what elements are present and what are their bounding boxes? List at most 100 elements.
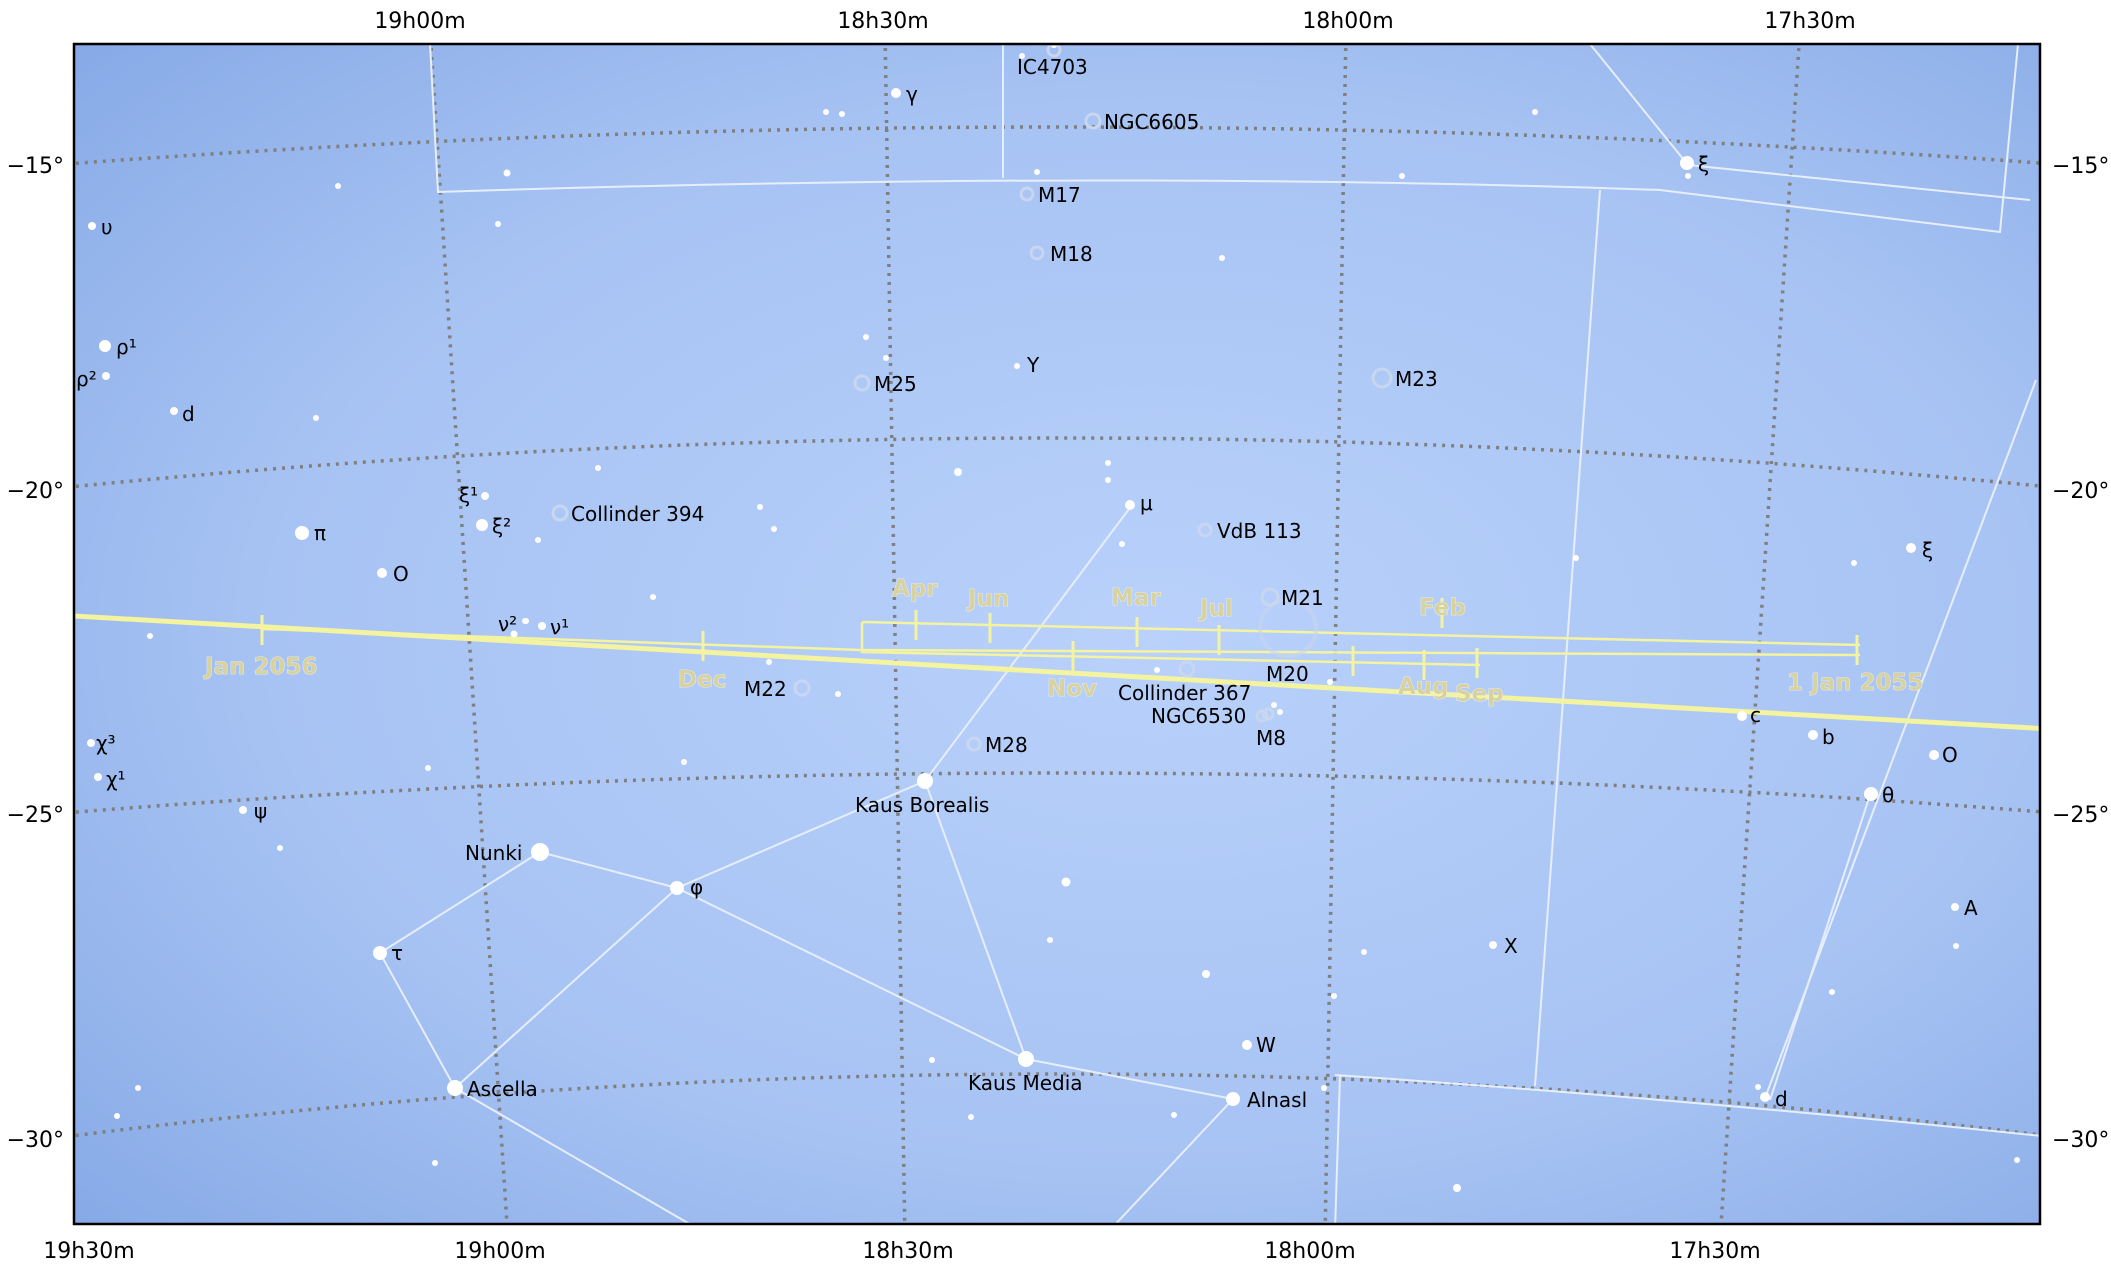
- star-label: π: [314, 521, 326, 545]
- object-path: [74, 598, 2040, 731]
- star-marker: [295, 526, 309, 540]
- background-star: [1321, 1085, 1327, 1091]
- ra-grid-line: [1719, 44, 1801, 1224]
- star-label: μ: [1140, 491, 1153, 515]
- star-marker: [1929, 750, 1939, 760]
- background-star: [1202, 970, 1210, 978]
- constellation-line: [454, 1087, 692, 1224]
- background-star: [823, 109, 829, 115]
- background-star: [595, 465, 601, 471]
- star-label: X: [1504, 934, 1518, 958]
- background-star: [863, 334, 869, 340]
- deep-sky-object-marker: [551, 504, 569, 522]
- background-star: [929, 1057, 935, 1063]
- background-star: [1453, 1184, 1461, 1192]
- star-marker: [1242, 1040, 1252, 1050]
- star-marker: [94, 773, 102, 781]
- background-star: [954, 468, 962, 476]
- star-label: c: [1750, 703, 1761, 727]
- plot-frame: [72, 42, 2042, 1226]
- star-label: φ: [690, 875, 703, 899]
- star-label: ν²: [498, 612, 517, 636]
- dec-label-right: −30°: [2052, 1128, 2109, 1153]
- path-date-label: Feb: [1419, 595, 1466, 621]
- path-date-label: Dec: [678, 667, 726, 693]
- star-label: υ: [101, 215, 113, 239]
- ra-label-bottom: 19h00m: [454, 1239, 545, 1264]
- dec-label-left: −25°: [7, 803, 64, 828]
- constellation-line: [1114, 1098, 1234, 1224]
- path-date-label: 1 Jan 2055: [1787, 670, 1923, 696]
- background-star: [1105, 460, 1111, 466]
- star-label: θ: [1882, 783, 1894, 807]
- constellation-line: [379, 851, 541, 954]
- background-star: [1271, 702, 1277, 708]
- background-star: [335, 183, 341, 189]
- background-star: [495, 221, 501, 227]
- star-marker: [1125, 500, 1135, 510]
- star-marker: [1018, 1051, 1034, 1067]
- dec-grid-line: [74, 771, 2040, 815]
- background-star: [1361, 949, 1367, 955]
- deep-sky-object-label: M8: [1256, 726, 1286, 750]
- background-star: [510, 630, 518, 638]
- deep-sky-object-marker: [1019, 186, 1035, 202]
- star-marker: [88, 222, 96, 230]
- deep-sky-object-label: M23: [1395, 367, 1438, 391]
- star-label: γ: [906, 82, 918, 106]
- background-star: [1219, 255, 1225, 261]
- star-label: ν¹: [550, 615, 569, 639]
- object-labels: γ ξ υ ρ¹ ρ² d Yμ ξ¹ ξ² π Oν² ν¹ ξ c b Oθ χ³ χ¹ ψ Kaus Borea…: [76, 55, 1978, 1112]
- constellation-line: [676, 780, 926, 889]
- dec-label-left: −30°: [7, 1128, 64, 1153]
- constellation-lines: [379, 44, 2040, 1224]
- background-star: [968, 1114, 974, 1120]
- ra-label-bottom: 18h00m: [1264, 1239, 1355, 1264]
- star-marker: [1737, 711, 1747, 721]
- path-date-label: Nov: [1047, 676, 1097, 702]
- deep-sky-object-label: IC4703: [1017, 55, 1088, 79]
- constellation-line: [1025, 1058, 1234, 1100]
- ra-label-top: 18h30m: [837, 9, 928, 34]
- coordinate-axis-labels: 19h00m 18h30m 18h00m 17h30m 19h30m 19h00m 18h3…: [7, 9, 2110, 1264]
- ra-grid-line: [883, 44, 907, 1224]
- star-label: Nunki: [465, 841, 522, 865]
- star-label: Ascella: [467, 1077, 538, 1101]
- deep-sky-object-marker: [1046, 44, 1062, 58]
- constellation-boundary: [429, 44, 2019, 234]
- constellation-line: [454, 887, 678, 1089]
- background-star: [681, 759, 687, 765]
- background-star: [1105, 477, 1111, 483]
- path-date-label: Jul: [1198, 596, 1233, 622]
- star-label: ξ¹: [459, 483, 478, 507]
- star-label: Kaus Media: [968, 1071, 1083, 1095]
- constellation-line: [924, 780, 1027, 1060]
- background-star: [1277, 709, 1283, 715]
- constellation-boundary: [1334, 1074, 1341, 1224]
- deep-sky-object-label: M28: [985, 733, 1028, 757]
- star-marker: [1808, 730, 1818, 740]
- star-label: τ: [391, 941, 403, 965]
- background-star: [1119, 541, 1125, 547]
- ra-grid-line: [1323, 44, 1348, 1224]
- ra-grid-line: [429, 44, 509, 1224]
- star-label: χ¹: [106, 767, 126, 791]
- background-star: [1755, 1084, 1761, 1090]
- background-star: [1061, 877, 1071, 887]
- dec-label-right: −25°: [2052, 803, 2109, 828]
- star-marker: [481, 492, 489, 500]
- background-star: [432, 1160, 438, 1166]
- star-marker: [87, 739, 95, 747]
- path-date-label: Sep: [1455, 681, 1504, 707]
- star-field: [87, 44, 2020, 1192]
- deep-sky-object-label: Collinder 394: [571, 502, 704, 526]
- deep-sky-object-marker: [1371, 367, 1393, 389]
- path-date-labels: Jan 2056 Dec Nov Apr Jun Mar Jul Feb Aug Sep 1 Jan…: [203, 576, 1924, 708]
- star-label: ψ: [254, 799, 267, 823]
- star-label: A: [1964, 896, 1978, 920]
- star-label: d: [1775, 1087, 1788, 1111]
- background-star: [1829, 989, 1835, 995]
- deep-sky-object-label: M25: [874, 372, 917, 396]
- background-star: [766, 659, 772, 665]
- background-star: [771, 526, 777, 532]
